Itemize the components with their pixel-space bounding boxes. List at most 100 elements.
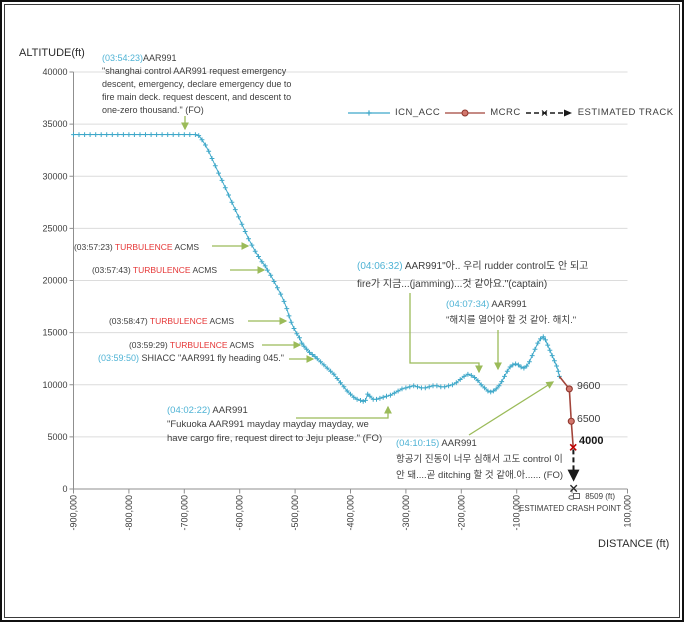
annotation-line: "해치를 열어야 할 것 같아. 해치." — [446, 313, 576, 329]
annotation-text: TURBULENCE — [132, 265, 191, 275]
annotation-text: "Fukuoka AAR991 mayday mayday mayday, we — [167, 419, 369, 430]
x-tick-label: -400,000 — [346, 495, 356, 531]
annotation-text: TURBULENCE — [114, 242, 173, 252]
annotation-text: "shanghai control AAR991 request emergen… — [102, 66, 287, 76]
mcrc-circle-marker — [565, 385, 573, 393]
y-tick-label: 35000 — [42, 119, 67, 129]
annotation-text: 4000 — [579, 435, 604, 447]
annotation-line: "shanghai control AAR991 request emergen… — [102, 65, 291, 78]
annotation-text: 9600 — [577, 380, 601, 392]
x-tick-label: 0 — [567, 495, 577, 500]
annotation-text: SHIACC "AAR991 fly heading 045." — [139, 353, 284, 363]
annotation-line: "Fukuoka AAR991 mayday mayday mayday, we — [167, 418, 382, 432]
legend-mcrc-line-icon — [445, 109, 486, 116]
chart-annotation-t1: (03:57:23) TURBULENCE ACMS — [59, 241, 199, 254]
annotation-text: (03:57:43) — [91, 265, 133, 275]
annotation-line: one-zero thousand." (FO) — [102, 104, 291, 117]
legend-estimated-track-icon — [525, 109, 572, 116]
annotation-line: (03:57:43) TURBULENCE ACMS — [77, 264, 217, 277]
chart-annotation-v2: 6500 — [577, 413, 600, 426]
annotation-arrow — [296, 405, 392, 419]
legend-label-icn-acc: ICN_ACC — [395, 107, 441, 118]
chart-annotation-v3: 4000 — [579, 435, 603, 448]
annotation-text: (03:59:50) — [98, 353, 140, 363]
annotation-line: 6500 — [577, 413, 600, 426]
annotation-line: descent, emergency, declare emergency du… — [102, 78, 291, 91]
annotation-text: ACMS — [207, 316, 234, 326]
chart-annotation-crash1: 8509 (ft) — [573, 491, 615, 502]
x-tick-label: 100,000 — [623, 495, 633, 528]
annotation-text: (03:54:23) — [102, 53, 144, 63]
chart-annotation-crash2: ESTIMATED CRASH POINT — [519, 503, 621, 514]
legend-label-mcrc: MCRC — [490, 107, 521, 118]
annotation-text: AAR991 — [489, 299, 527, 310]
annotation-line: (04:10:15) AAR991 — [396, 436, 563, 452]
y-tick-label: 20000 — [42, 276, 67, 286]
annotation-arrow — [409, 293, 483, 374]
x-tick-label: -300,000 — [401, 495, 411, 531]
y-tick-label: 40000 — [42, 67, 67, 77]
annotation-text: (04:10:15) — [396, 438, 440, 449]
mcrc-circle-marker — [567, 417, 575, 425]
annotation-line: (04:06:32) AAR991"아.. 우리 rudder control도… — [357, 258, 588, 276]
y-tick-label: 15000 — [42, 328, 67, 338]
x-tick-label: -800,000 — [124, 495, 134, 531]
annotation-line: 8509 (ft) — [573, 491, 615, 502]
annotation-text: ACMS — [190, 265, 217, 275]
annotation-line: (03:59:29) TURBULENCE ACMS — [114, 339, 254, 352]
annotation-text: fire main deck. request descent, and des… — [102, 92, 292, 102]
annotation-line: ESTIMATED CRASH POINT — [519, 503, 621, 514]
series-icn-acc-markers — [71, 132, 562, 404]
annotation-text: 8509 (ft) — [583, 492, 616, 501]
annotation-text: TURBULENCE — [149, 316, 208, 326]
annotation-line: fire가 지금...(jamming)...것 같아요."(captain) — [357, 276, 588, 294]
chart-annotation-t4: (03:59:29) TURBULENCE ACMS — [114, 339, 254, 352]
annotation-text: 6500 — [577, 413, 601, 425]
legend-label-estimated-track: ESTIMATED TRACK — [577, 107, 674, 118]
x-tick-label: -500,000 — [290, 495, 300, 531]
annotation-text: fire가 지금...(jamming)...것 같아요."(captain) — [357, 279, 548, 290]
annotation-text: one-zero thousand." (FO) — [102, 105, 204, 115]
annotation-text: descent, emergency, declare emergency du… — [102, 79, 292, 89]
annotation-text: (03:59:29) — [128, 340, 170, 350]
annotation-line: (04:02:22) AAR991 — [167, 404, 382, 418]
annotation-line: (03:59:50) SHIACC "AAR991 fly heading 04… — [98, 352, 284, 365]
y-tick-label: 30000 — [42, 171, 67, 181]
annotation-text: (03:57:23) — [73, 242, 115, 252]
chart-annotation-v1: 9600 — [577, 380, 600, 393]
y-tick-label: 10000 — [42, 380, 67, 390]
chart-legend: ICN_ACC MCRC ESTIMATED TRACK — [348, 107, 674, 118]
x-tick-label: -600,000 — [235, 495, 245, 531]
annotation-text: (04:02:22) — [167, 405, 211, 416]
annotation-text: ESTIMATED CRASH POINT — [519, 504, 622, 513]
y-tick-label: 0 — [62, 484, 67, 494]
chart-annotation-t3: (03:58:47) TURBULENCE ACMS — [94, 315, 234, 328]
annotation-line: fire main deck. request descent, and des… — [102, 91, 291, 104]
chart-annotation-t5: (03:59:50) SHIACC "AAR991 fly heading 04… — [98, 352, 284, 365]
annotation-text: (03:58:47) — [108, 316, 150, 326]
annotation-text: AAR991 — [210, 405, 248, 416]
annotation-text: AAR991 — [439, 438, 477, 449]
annotation-line: (03:58:47) TURBULENCE ACMS — [94, 315, 234, 328]
annotation-text: 항공기 진동이 너무 심해서 고도 control 이 — [396, 454, 563, 465]
annotation-line: have cargo fire, request direct to Jeju … — [167, 432, 382, 446]
annotation-text: "해치를 열어야 할 것 같아. 해치." — [446, 315, 577, 326]
x-tick-label: -900,000 — [69, 495, 79, 531]
chart-annotation-a7: (04:02:22) AAR991 "Fukuoka AAR991 mayday … — [167, 404, 382, 446]
annotation-line: 9600 — [577, 380, 600, 393]
mcrc-x-marker — [569, 443, 577, 451]
annotation-arrow — [468, 381, 555, 436]
annotation-line: 항공기 진동이 너무 심해서 고도 control 이 — [396, 452, 563, 468]
chart-annotation-a10: (04:10:15) AAR991 항공기 진동이 너무 심해서 고도 contr… — [396, 436, 563, 484]
x-tick-label: -200,000 — [456, 495, 466, 531]
annotation-line: 안 돼....곧 ditching 할 것 같애.아...... (FO) — [396, 468, 563, 484]
y-axis-title: ALTITUDE(ft) — [19, 47, 85, 59]
annotation-line: (03:54:23)AAR991 — [102, 52, 291, 65]
series-mcrc-line — [558, 375, 575, 448]
y-tick-label: 5000 — [47, 432, 67, 442]
annotation-text: ACMS — [172, 242, 199, 252]
annotation-text: AAR991 — [143, 53, 177, 63]
